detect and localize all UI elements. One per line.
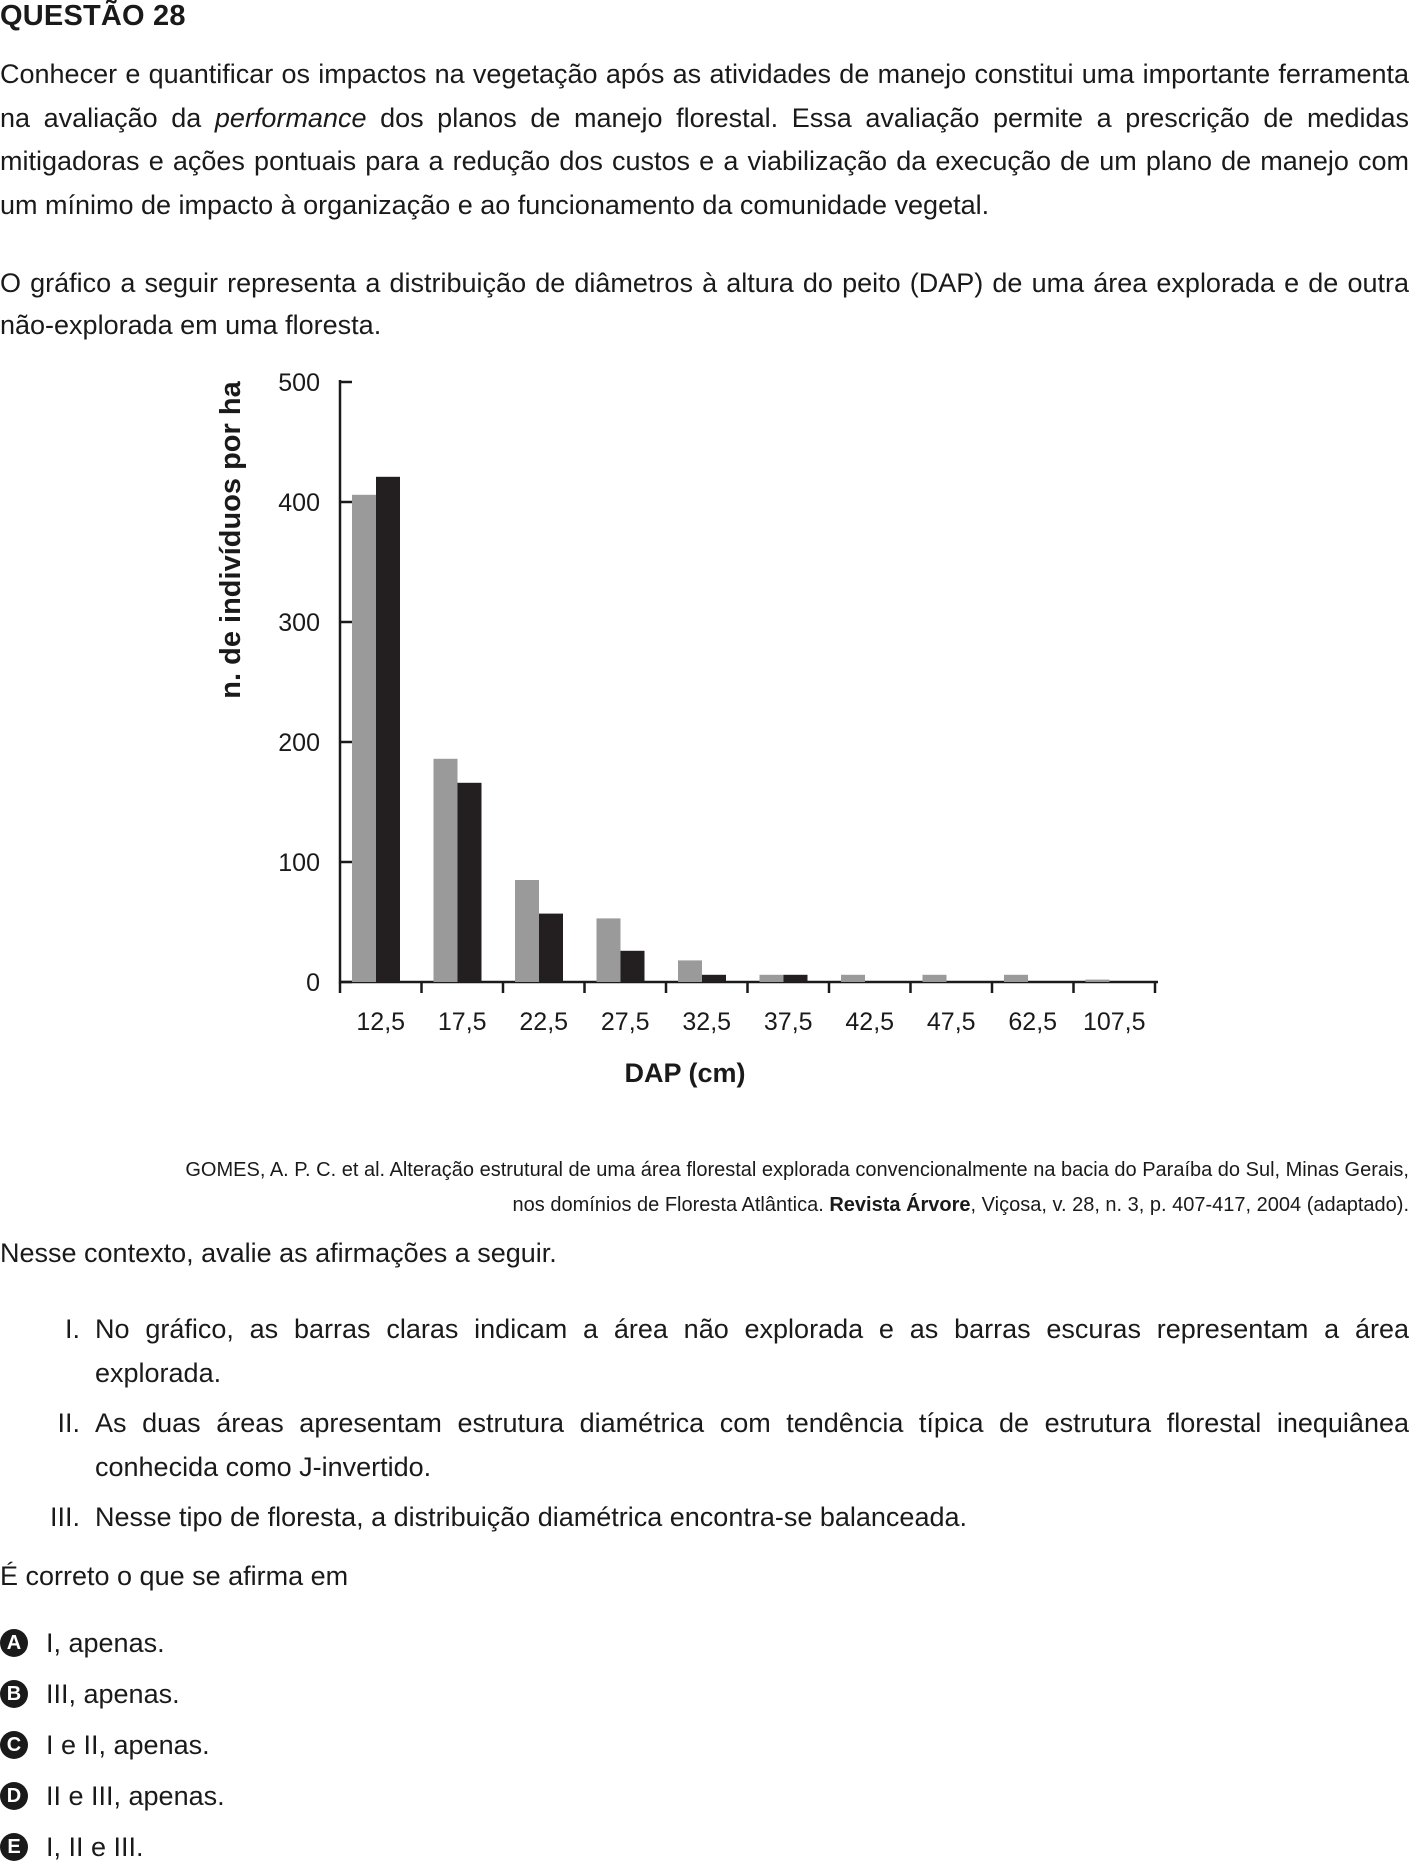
option-d[interactable]: D II e III, apenas.	[0, 1776, 225, 1816]
y-tick-label: 100	[278, 849, 320, 877]
y-tick-label: 500	[278, 369, 320, 397]
statement-number: II.	[57, 1408, 80, 1438]
bar-series-1	[759, 974, 784, 982]
question-prompt: É correto o que se afirma em	[0, 1561, 349, 1591]
bar-series-2	[539, 913, 563, 982]
y-axis: 0 100 200 300 400 500	[278, 369, 352, 997]
bar-series-2	[620, 950, 645, 982]
option-text: I, apenas.	[46, 1627, 165, 1658]
option-text: III, apenas.	[46, 1678, 180, 1709]
intro-paragraph: Conhecer e quantificar os impactos na ve…	[0, 53, 1409, 227]
source-line-2-end: , Viçosa, v. 28, n. 3, p. 407-417, 2004 …	[970, 1194, 1409, 1216]
statement-text: As duas áreas apresentam estrutura diamé…	[95, 1408, 1409, 1482]
y-tick-label: 200	[278, 729, 320, 757]
statement-number: III.	[49, 1502, 80, 1532]
statement-text: Nesse tipo de floresta, a distribuição d…	[95, 1502, 967, 1532]
x-tick-label: 42,5	[845, 1008, 894, 1036]
option-b[interactable]: B III, apenas.	[0, 1674, 180, 1714]
x-axis: 12,5 17,5 22,5 27,5 32,5 37,5 42,5 47,5 62,5 107,…	[338, 980, 1158, 1036]
y-axis-label: n. de indivíduos por ha	[215, 380, 247, 698]
option-letter-badge: B	[0, 1680, 28, 1708]
bar-series-1	[515, 880, 539, 982]
source-citation: GOMES, A. P. C. et al. Alteração estrutu…	[39, 1153, 1409, 1223]
source-line-1: GOMES, A. P. C. et al. Alteração estrutu…	[185, 1159, 1409, 1181]
option-a[interactable]: A I, apenas.	[0, 1623, 165, 1663]
x-axis-label: DAP (cm)	[624, 1058, 745, 1088]
x-tick-label: 27,5	[601, 1008, 650, 1036]
bar-series-2	[457, 782, 482, 982]
option-c[interactable]: C I e II, apenas.	[0, 1725, 210, 1765]
bar-series-2	[702, 974, 726, 982]
y-tick-label: 400	[278, 489, 320, 517]
x-tick-label: 17,5	[438, 1008, 487, 1036]
option-letter-badge: C	[0, 1731, 28, 1759]
option-e[interactable]: E I, II e III.	[0, 1827, 144, 1867]
bar-series-2	[376, 476, 400, 982]
x-tick-label: 47,5	[927, 1008, 976, 1036]
chart-description: O gráfico a seguir representa a distribu…	[0, 268, 1409, 340]
statement-number: I.	[64, 1314, 80, 1344]
option-text: I e II, apenas.	[46, 1729, 210, 1760]
x-tick-label: 62,5	[1008, 1008, 1057, 1036]
option-letter-badge: D	[0, 1782, 28, 1810]
bars	[352, 476, 1110, 982]
bar-series-1	[1085, 979, 1110, 982]
bar-series-1	[841, 974, 865, 982]
bar-series-1	[433, 758, 458, 982]
option-text: I, II e III.	[46, 1831, 144, 1862]
y-tick-label: 300	[278, 609, 320, 637]
bar-series-1	[922, 974, 947, 982]
intro-text-part1: Conhecer e quantificar os impactos na ve…	[0, 59, 1409, 133]
x-tick-label: 12,5	[356, 1008, 405, 1036]
intro-text-italic: performance	[214, 102, 367, 133]
option-letter-badge: A	[0, 1629, 28, 1657]
dap-bar-chart: n. de indivíduos por ha 0 100 200 300 400 500…	[215, 369, 1158, 1088]
x-tick-label: 107,5	[1083, 1008, 1146, 1036]
option-text: II e III, apenas.	[46, 1780, 225, 1811]
context-text: Nesse contexto, avalie as afirmações a s…	[0, 1238, 557, 1268]
intro-text-part2: dos planos de manejo florestal. Essa ava…	[0, 102, 1409, 220]
x-tick-label: 37,5	[764, 1008, 813, 1036]
bar-series-1	[596, 918, 621, 982]
bar-series-1	[678, 960, 702, 982]
bar-series-1	[352, 494, 376, 982]
statement-text: No gráfico, as barras claras indicam a á…	[95, 1314, 1409, 1388]
bar-series-1	[1004, 974, 1028, 982]
option-letter-badge: E	[0, 1833, 28, 1861]
x-tick-label: 32,5	[682, 1008, 731, 1036]
source-line-2-start: nos domínios de Floresta Atlântica.	[512, 1194, 830, 1216]
bar-series-2	[783, 974, 808, 982]
source-journal: Revista Árvore	[829, 1194, 971, 1216]
question-title: QUESTÃO 28	[0, 0, 186, 32]
x-tick-label: 22,5	[519, 1008, 568, 1036]
source-line-2: nos domínios de Floresta Atlântica. Revi…	[39, 1188, 1409, 1223]
y-tick-label: 0	[306, 969, 320, 997]
